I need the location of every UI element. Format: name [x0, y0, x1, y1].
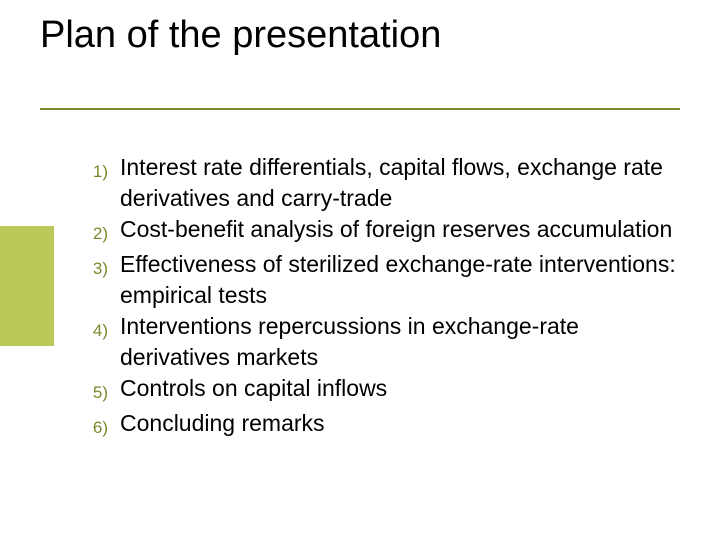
list-marker: 5) [72, 373, 120, 408]
list-text: Interest rate differentials, capital flo… [120, 152, 682, 214]
accent-block [0, 226, 54, 346]
list-item: 4)Interventions repercussions in exchang… [72, 311, 682, 373]
title-underline [40, 108, 680, 110]
plan-list: 1)Interest rate differentials, capital f… [72, 152, 682, 443]
list-marker: 1) [72, 152, 120, 187]
list-marker: 2) [72, 214, 120, 249]
list-text: Cost-benefit analysis of foreign reserve… [120, 214, 672, 245]
list-item: 1)Interest rate differentials, capital f… [72, 152, 682, 214]
list-text: Controls on capital inflows [120, 373, 387, 404]
list-item: 5)Controls on capital inflows [72, 373, 682, 408]
page-title: Plan of the presentation [40, 14, 441, 57]
list-item: 3)Effectiveness of sterilized exchange-r… [72, 249, 682, 311]
list-marker: 3) [72, 249, 120, 284]
list-text: Effectiveness of sterilized exchange-rat… [120, 249, 682, 311]
list-item: 2)Cost-benefit analysis of foreign reser… [72, 214, 682, 249]
list-marker: 4) [72, 311, 120, 346]
list-marker: 6) [72, 408, 120, 443]
list-text: Interventions repercussions in exchange-… [120, 311, 682, 373]
list-item: 6)Concluding remarks [72, 408, 682, 443]
list-text: Concluding remarks [120, 408, 325, 439]
